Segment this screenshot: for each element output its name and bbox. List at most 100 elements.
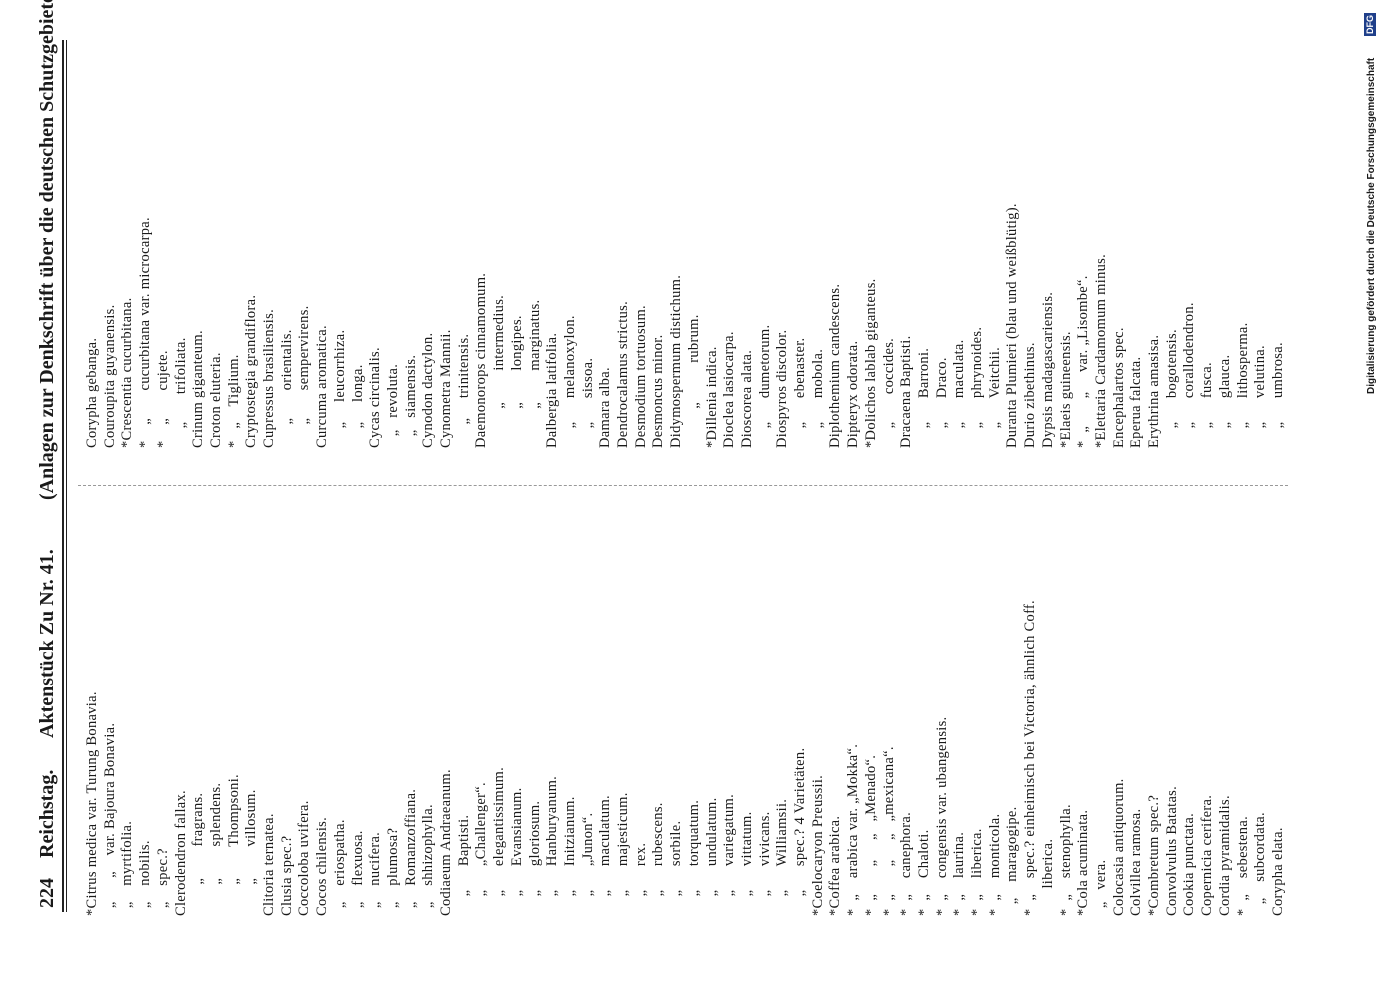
entry: „ Williamsii. bbox=[774, 798, 791, 916]
entry: *Cola acuminata. bbox=[1075, 809, 1092, 916]
entry: „ sempervirens. bbox=[296, 305, 313, 448]
entry: *Citrus medica var. Turung Bonavia. bbox=[84, 691, 100, 916]
column-separator bbox=[78, 485, 1288, 486]
entry: „ Thompsoni. bbox=[225, 774, 242, 916]
entry: *Crescentia cucurbitana. bbox=[119, 297, 136, 448]
entry: „ spec.? 4 Varietäten. bbox=[792, 747, 808, 916]
entry: „ vittatum. bbox=[738, 811, 755, 916]
entry: Cryptostegia grandiflora. bbox=[243, 294, 260, 448]
entry: Cocos chilensis. bbox=[314, 816, 331, 916]
entry: * „ Tiglium. bbox=[225, 354, 242, 448]
entry: * „ arabica var. „Mokka“. bbox=[845, 743, 862, 916]
entry: Croton eluteria. bbox=[207, 352, 224, 448]
entry: „ intermedius. bbox=[491, 294, 508, 448]
entry: „ Barroni. bbox=[915, 347, 932, 448]
entry: Cookia punctata. bbox=[1181, 812, 1198, 916]
entry: „ coccides. bbox=[880, 337, 897, 448]
logo: DFG bbox=[1364, 13, 1376, 36]
entry: „ Hanburyanum. bbox=[544, 775, 561, 916]
entry: Corypha gebanga. bbox=[84, 337, 100, 448]
entry: „ nucifera. bbox=[367, 831, 384, 916]
entry: „ Baptisti. bbox=[455, 814, 472, 916]
entry: „ ebenaster. bbox=[792, 337, 808, 448]
entry: „ sissoa. bbox=[579, 357, 596, 448]
entry: * „ monticola. bbox=[986, 813, 1003, 916]
entry: Erythrina amasisa. bbox=[1146, 334, 1162, 448]
entry: „ „Challenger“. bbox=[473, 782, 490, 916]
entry: *Dillenia indica. bbox=[703, 346, 720, 448]
entry: „ trinitensis. bbox=[455, 333, 472, 448]
entry: „ maculatum. bbox=[597, 795, 614, 916]
entry: Clerodendron fallax. bbox=[172, 790, 189, 916]
entry: Coccoloba uvifera. bbox=[296, 800, 313, 916]
entry: „ villosum. bbox=[243, 789, 260, 916]
entry: Daemonorops cinnamomum. bbox=[473, 272, 490, 448]
entry: * „ laurina. bbox=[951, 831, 968, 916]
entry: Cordia pyramidalis. bbox=[1216, 795, 1233, 916]
entry: „ rex. bbox=[632, 842, 649, 916]
entry: *Elettaria Cardamomum minus. bbox=[1092, 253, 1109, 448]
entry: „ vera. bbox=[1092, 859, 1109, 916]
entry: „ melanoxylon. bbox=[561, 315, 578, 448]
entry: * „ liberica. bbox=[969, 828, 985, 916]
credit: Digitalisierung gefördert durch die Deut… bbox=[1366, 57, 1377, 394]
entry: „ sorbile. bbox=[668, 820, 685, 916]
entry: „ longipes. bbox=[508, 315, 525, 448]
entry: Colocasia antiquorum. bbox=[1110, 778, 1127, 916]
entry: „ longa. bbox=[349, 364, 366, 448]
entry: *Coelocaryon Preussii. bbox=[809, 774, 826, 916]
entry: *Coffea arabica. bbox=[827, 815, 844, 916]
entry: „ rubescens. bbox=[650, 802, 667, 916]
subtitle: (Anlagen zur Denkschrift über die deutsc… bbox=[36, 0, 58, 500]
entry: * „ stenophylla. bbox=[1057, 804, 1074, 916]
entry: Colvillea ramosa. bbox=[1128, 808, 1145, 916]
document-ref: Aktenstück Zu Nr. 41. bbox=[36, 549, 58, 738]
entry: „ elegantissimum. bbox=[491, 766, 508, 916]
entry: Convolvulus Batatas. bbox=[1163, 785, 1180, 916]
entry: * „ cucurbitana var. microcarpa. bbox=[137, 217, 154, 448]
entry: „ myrtifolia. bbox=[119, 820, 136, 916]
entry: „ „Junon“. bbox=[579, 812, 596, 916]
entry: „ corallodendron. bbox=[1181, 302, 1198, 448]
entry: liberica. bbox=[1039, 838, 1056, 916]
entry: „ flexuosa. bbox=[349, 830, 366, 916]
entry: „ dumetorum. bbox=[756, 324, 773, 448]
entry: Cynodon dactylon. bbox=[420, 332, 437, 448]
entry: „ „ var. Bajoura Bonavia. bbox=[101, 722, 118, 916]
entry: Copernicia cerifera. bbox=[1199, 794, 1216, 916]
entry: „ siamensis. bbox=[402, 354, 419, 448]
entry: „ gloriosum. bbox=[526, 800, 543, 916]
entry: „ fusca. bbox=[1199, 362, 1216, 448]
entry: „ phrynoides. bbox=[969, 326, 985, 448]
entry: * „ congensis var. ubangensis. bbox=[933, 716, 950, 916]
entry: „ Veitchii. bbox=[986, 346, 1003, 448]
body-name: Reichstag. bbox=[36, 769, 58, 858]
entry: Corypha elata. bbox=[1269, 827, 1286, 916]
entry: „ glauca. bbox=[1216, 354, 1233, 448]
entry: Cynometra Mannii. bbox=[438, 329, 454, 448]
entry: * „ sebestena. bbox=[1234, 815, 1251, 916]
entry: „ Initzianum. bbox=[561, 796, 578, 916]
entry: „ plumosa? bbox=[384, 827, 401, 916]
entry: Curcuma aromatica. bbox=[314, 325, 331, 448]
header-rule bbox=[66, 40, 67, 912]
entry: „ undulatum. bbox=[703, 797, 720, 916]
header-rule bbox=[62, 40, 64, 912]
entry: „ eriospatha. bbox=[331, 819, 348, 916]
entry: Cupressus brasiliensis. bbox=[261, 308, 277, 448]
entry: „ orientalis. bbox=[278, 329, 295, 448]
entry: „ variegatum. bbox=[721, 793, 738, 916]
entry: * „ cujete. bbox=[154, 350, 171, 448]
entry: Duranta Plumieri (blau und weißblütig). bbox=[1004, 203, 1021, 448]
entry: „ torquatum. bbox=[685, 799, 702, 916]
entry: Encephalartos spec. bbox=[1110, 327, 1127, 448]
entry: „ majesticum. bbox=[615, 792, 631, 916]
entry: Durio zibethinus. bbox=[1022, 342, 1039, 448]
entry: Dracaena Baptisti. bbox=[898, 335, 915, 449]
entry: *Dolichos lablab giganteus. bbox=[862, 278, 879, 448]
entry: „ trifoliata. bbox=[172, 337, 189, 448]
entry: Desmoncus minor. bbox=[650, 334, 667, 448]
entry: „ marginatus. bbox=[526, 299, 543, 448]
entry: Diplothemium candescens. bbox=[827, 283, 844, 448]
